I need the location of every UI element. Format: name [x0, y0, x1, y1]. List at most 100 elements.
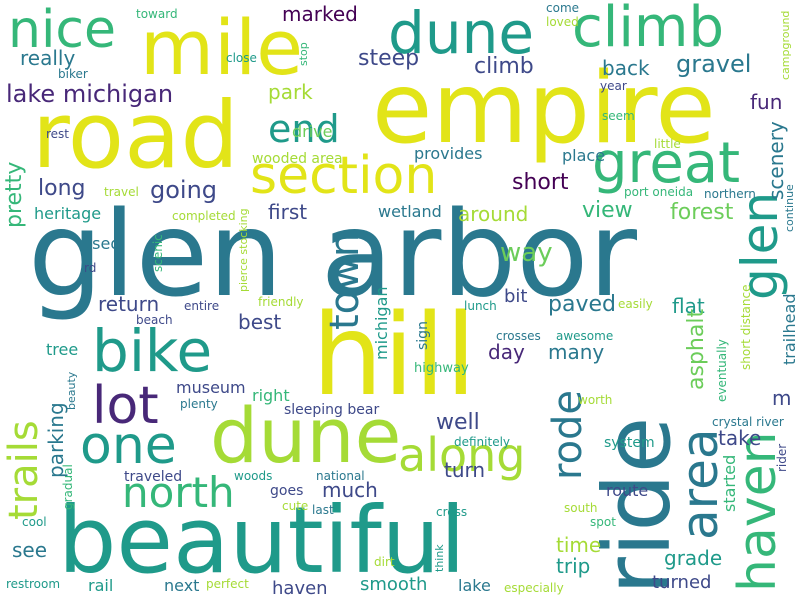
cloud-word: really — [20, 46, 76, 70]
cloud-word: day — [488, 340, 525, 364]
cloud-word: dirt — [374, 555, 395, 569]
cloud-word: empire — [372, 52, 716, 166]
cloud-word: smooth — [360, 574, 428, 595]
cloud-word: highway — [414, 361, 469, 376]
cloud-word: pierce stocking — [237, 208, 250, 292]
cloud-word: easily — [618, 297, 653, 311]
cloud-word: biker — [58, 67, 88, 81]
cloud-word: park — [268, 80, 313, 104]
cloud-word: eventually — [715, 339, 729, 402]
cloud-word: think — [433, 544, 446, 572]
cloud-word: year — [600, 79, 627, 93]
cloud-word: cross — [436, 505, 468, 519]
cloud-word: hill — [312, 291, 477, 421]
cloud-word: mile — [140, 3, 304, 92]
cloud-word: end — [268, 107, 340, 151]
cloud-word: worth — [578, 393, 613, 407]
cloud-word: drive — [292, 122, 333, 141]
cloud-word: dune — [210, 391, 402, 480]
cloud-word: tree — [46, 340, 79, 359]
cloud-word: first — [268, 200, 308, 224]
cloud-word: definitely — [454, 435, 511, 449]
cloud-word: nice — [8, 0, 116, 60]
cloud-word: next — [164, 576, 200, 595]
cloud-word: continue — [783, 184, 796, 232]
cloud-word: seem — [602, 109, 635, 123]
cloud-word: road — [32, 82, 239, 189]
cloud-word: perfect — [206, 577, 249, 591]
cloud-word: rider — [775, 443, 789, 472]
cloud-word: rd — [84, 261, 97, 275]
cloud-word: take — [718, 426, 762, 450]
cloud-word: many — [548, 340, 605, 364]
cloud-word: dune — [388, 0, 535, 67]
cloud-word: friendly — [258, 295, 304, 309]
cloud-word: lunch — [464, 299, 497, 313]
cloud-word: see — [12, 538, 48, 562]
cloud-word: lake — [458, 576, 491, 595]
cloud-word: entire — [184, 299, 220, 313]
cloud-word: town — [322, 231, 368, 330]
cloud-word: view — [582, 198, 633, 223]
cloud-word: turned — [652, 572, 712, 593]
cloud-word: long — [38, 176, 86, 201]
cloud-word: scenic — [151, 234, 165, 272]
cloud-word: northern — [704, 187, 756, 201]
cloud-word: gravel — [676, 50, 752, 78]
cloud-word: along — [398, 428, 526, 482]
cloud-word: goes — [270, 483, 304, 499]
cloud-word: place — [562, 146, 606, 165]
cloud-word: climb — [572, 0, 725, 60]
cloud-word: awesome — [556, 329, 614, 343]
cloud-word: well — [436, 410, 480, 435]
cloud-word: loved — [546, 15, 579, 29]
cloud-word: campground — [779, 10, 792, 80]
cloud-word: haven — [272, 578, 328, 599]
cloud-word: paved — [548, 292, 616, 317]
cloud-word: much — [322, 478, 378, 502]
cloud-word: turn — [444, 458, 486, 482]
cloud-word: time — [556, 533, 602, 557]
cloud-word: steep — [358, 46, 420, 71]
cloud-word: flat — [672, 294, 705, 318]
cloud-word: come — [546, 1, 580, 15]
cloud-word: beautiful — [58, 487, 466, 594]
cloud-word: beach — [136, 313, 173, 327]
cloud-word: gradual — [61, 464, 75, 510]
cloud-word: m — [772, 386, 792, 410]
cloud-word: toward — [136, 7, 178, 21]
cloud-word: especially — [504, 581, 564, 595]
cloud-word: one — [80, 416, 177, 476]
cloud-word: short — [512, 170, 569, 195]
cloud-word: wooded area — [252, 151, 343, 167]
cloud-word: sleeping bear — [284, 402, 380, 418]
cloud-word: trip — [556, 554, 591, 578]
cloud-word: completed — [172, 209, 236, 223]
cloud-word: fun — [750, 90, 783, 114]
cloud-word: climb — [474, 54, 534, 79]
cloud-word: used — [82, 234, 121, 253]
cloud-word: lot — [92, 376, 159, 436]
cloud-word: national — [316, 469, 365, 483]
cloud-word: crystal river — [712, 415, 784, 429]
cloud-word: route — [606, 481, 649, 500]
cloud-word: cute — [282, 499, 309, 513]
cloud-word: heritage — [34, 204, 102, 223]
cloud-word: north — [122, 468, 235, 517]
cloud-word: museum — [176, 378, 246, 397]
cloud-word: michigan — [372, 286, 391, 360]
cloud-word: trailhead — [780, 293, 799, 366]
cloud-word: close — [226, 51, 257, 65]
cloud-word: short distance — [739, 284, 753, 371]
cloud-word: traveled — [124, 469, 183, 485]
cloud-word: going — [150, 176, 218, 204]
cloud-word: restroom — [6, 577, 61, 591]
cloud-word: cool — [22, 515, 47, 529]
cloud-word: spot — [590, 515, 616, 529]
cloud-word: grade — [664, 546, 723, 570]
cloud-word: great — [592, 131, 741, 196]
cloud-word: sign — [415, 321, 431, 350]
cloud-word: return — [98, 292, 160, 316]
cloud-word: little — [654, 137, 681, 151]
